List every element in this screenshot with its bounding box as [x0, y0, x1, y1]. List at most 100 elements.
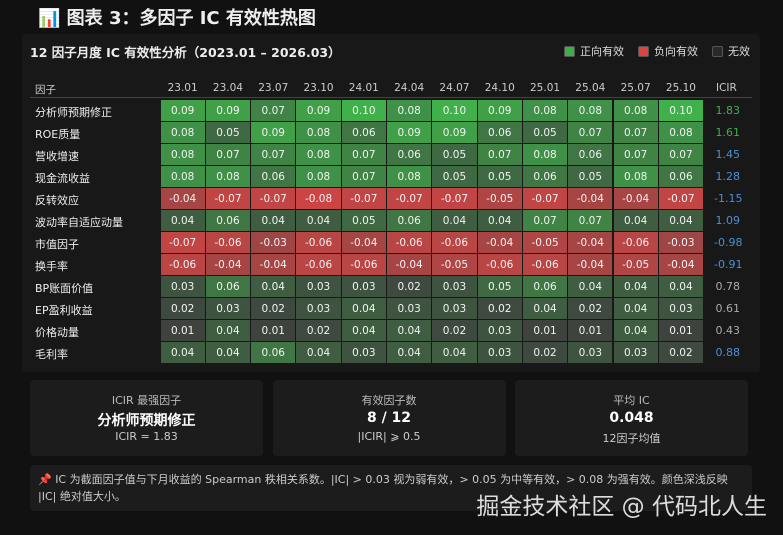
- icir-value: 0.88: [715, 346, 741, 359]
- heatmap-cell: -0.04: [477, 232, 522, 253]
- factor-label: 价格动量: [35, 326, 79, 339]
- heatmap-cell: 0.06: [205, 276, 251, 297]
- heatmap-cell: 0.04: [387, 320, 432, 341]
- legend: 正向有效 负向有效 无效: [564, 43, 750, 59]
- heatmap-cell: 0.05: [522, 122, 568, 143]
- heatmap-cell: 0.04: [205, 320, 251, 341]
- heatmap-cell: 0.09: [432, 122, 477, 143]
- heatmap-cell: 0.03: [432, 276, 477, 297]
- heatmap-cell: -0.04: [387, 254, 432, 275]
- heatmap-cell: 0.04: [613, 276, 658, 297]
- card-sub: 12因子均值: [602, 432, 661, 445]
- heatmap-cell: -0.04: [568, 254, 613, 275]
- heatmap-cell: 0.04: [387, 342, 432, 363]
- heatmap-cell: 0.01: [568, 320, 613, 341]
- heatmap-cell: -0.06: [341, 254, 386, 275]
- heatmap-cell: -0.06: [613, 232, 658, 253]
- heatmap-cell: 0.01: [522, 320, 568, 341]
- heatmap-cell: 0.05: [432, 144, 477, 165]
- factor-label: BP账面价值: [35, 282, 94, 295]
- heatmap-cell: 0.08: [658, 122, 704, 143]
- heatmap-cell: 0.06: [387, 144, 432, 165]
- heatmap-cell: -0.08: [296, 188, 341, 209]
- legend-item: 无效: [712, 43, 750, 59]
- heatmap-cell: 0.04: [341, 298, 386, 319]
- heatmap-cell: 0.04: [613, 298, 658, 319]
- heatmap-cell: -0.07: [160, 232, 205, 253]
- heatmap-cell: 0.03: [296, 276, 341, 297]
- heatmap-cell: 0.01: [658, 320, 704, 341]
- heatmap-cell: 0.05: [205, 122, 251, 143]
- heatmap-cell: 0.10: [658, 100, 704, 121]
- legend-label: 正向有效: [580, 45, 624, 58]
- heatmap-cell: 0.06: [477, 122, 522, 143]
- heatmap-cell: 0.04: [251, 210, 296, 231]
- panel-subtitle: 12 因子月度 IC 有效性分析（2023.01 – 2026.03）: [30, 45, 341, 60]
- summary-card: 有效因子数 8 / 12 |ICIR| ⩾ 0.5: [272, 380, 506, 456]
- heatmap-cell: 0.07: [251, 144, 296, 165]
- heatmap-cell: 0.04: [432, 342, 477, 363]
- column-header: 24.10: [484, 82, 515, 94]
- heatmap-cell: 0.07: [658, 144, 704, 165]
- heatmap-cell: 0.03: [387, 298, 432, 319]
- heatmap-cell: 0.08: [205, 166, 251, 187]
- heatmap-cell: -0.06: [387, 232, 432, 253]
- legend-label: 负向有效: [654, 45, 698, 58]
- legend-label: 无效: [728, 45, 750, 58]
- header-rule: [30, 97, 752, 98]
- heatmap-cell: 0.08: [296, 166, 341, 187]
- card-sub: ICIR = 1.83: [115, 430, 178, 443]
- heatmap-cell: 0.03: [477, 320, 522, 341]
- heatmap: 因子 ICIR 23.01 23.04 23.07 23.10 24.01 24.04 24.0…: [22, 34, 760, 372]
- heatmap-cell: 0.08: [296, 122, 341, 143]
- heatmap-cell: 0.04: [658, 276, 704, 297]
- heatmap-cell: -0.07: [387, 188, 432, 209]
- factor-label: 换手率: [35, 260, 68, 273]
- heatmap-cell: 0.06: [341, 122, 386, 143]
- legend-item: 负向有效: [638, 43, 698, 59]
- column-header: 24.01: [348, 82, 379, 94]
- icir-value: 0.61: [715, 302, 741, 315]
- heatmap-cell: 0.04: [432, 210, 477, 231]
- summary-card: 平均 IC 0.048 12因子均值: [515, 380, 748, 456]
- icir-value: 0.43: [715, 324, 741, 337]
- factor-label: 营收增速: [35, 150, 79, 163]
- heatmap-cell: 0.08: [160, 122, 205, 143]
- heatmap-cell: 0.04: [522, 298, 568, 319]
- heatmap-cell: 0.09: [387, 122, 432, 143]
- heatmap-cell: -0.06: [296, 254, 341, 275]
- column-header: 25.04: [575, 82, 606, 94]
- heatmap-cell: 0.04: [568, 276, 613, 297]
- heatmap-cell: 0.08: [613, 100, 658, 121]
- heatmap-cell: 0.04: [160, 342, 205, 363]
- heatmap-cell: -0.06: [205, 232, 251, 253]
- icir-value: -0.91: [714, 258, 743, 271]
- heatmap-cell: 0.07: [568, 210, 613, 231]
- heatmap-cell: -0.04: [251, 254, 296, 275]
- heatmap-cell: 0.03: [613, 342, 658, 363]
- heatmap-cell: -0.06: [432, 232, 477, 253]
- heatmap-cell: 0.09: [477, 100, 522, 121]
- heatmap-cell: -0.04: [658, 254, 704, 275]
- card-value: 8 / 12: [366, 410, 412, 426]
- heatmap-cell: 0.01: [251, 320, 296, 341]
- card-label: ICIR 最强因子: [111, 394, 182, 407]
- heatmap-cell: 0.07: [251, 100, 296, 121]
- heatmap-cell: 0.07: [205, 144, 251, 165]
- heatmap-cell: 0.07: [522, 210, 568, 231]
- heatmap-cell: 0.04: [613, 210, 658, 231]
- factor-label: ROE质量: [35, 128, 81, 141]
- heatmap-cell: 0.08: [522, 100, 568, 121]
- heatmap-cell: 0.07: [568, 122, 613, 143]
- heatmap-cell: 0.04: [296, 342, 341, 363]
- factor-label: 反转效应: [35, 194, 79, 207]
- heatmap-cell: 0.02: [251, 298, 296, 319]
- column-header: 24.04: [394, 82, 425, 94]
- page-title: 📊 图表 3：多因子 IC 有效性热图: [38, 8, 316, 29]
- factor-label: 市值因子: [35, 238, 79, 251]
- heatmap-cell: 0.02: [387, 276, 432, 297]
- heatmap-cell: -0.05: [477, 188, 522, 209]
- heatmap-cell: 0.02: [522, 342, 568, 363]
- icir-value: 1.45: [715, 148, 741, 161]
- column-header: 25.01: [530, 82, 561, 94]
